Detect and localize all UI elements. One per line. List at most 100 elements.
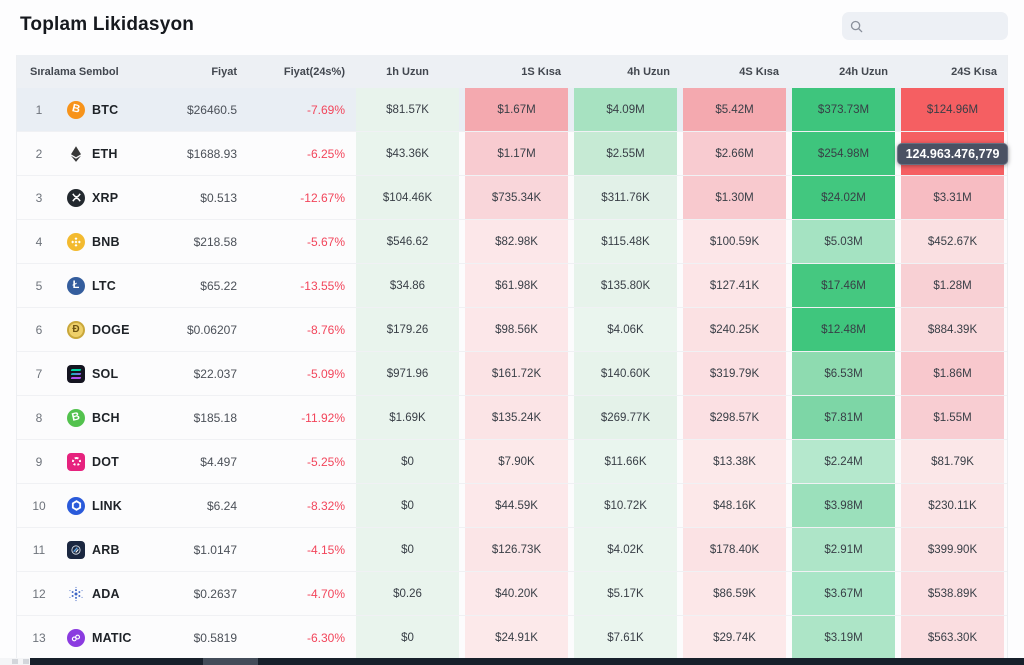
liquidation-value[interactable]: $17.46M <box>792 264 895 307</box>
liquidation-value[interactable]: $452.67K <box>901 220 1004 263</box>
liquidation-value[interactable]: $373.73M <box>792 88 895 131</box>
liquidation-value[interactable]: $48.16K <box>683 484 786 527</box>
header-col-2[interactable]: 1S Kısa <box>521 65 561 78</box>
liquidation-value[interactable]: $0.26 <box>356 572 459 615</box>
liquidation-value[interactable]: $115.48K <box>574 220 677 263</box>
liquidation-value[interactable]: $1.55M <box>901 396 1004 439</box>
liquidation-value[interactable]: $43.36K <box>356 132 459 175</box>
liquidation-value[interactable]: $1.69K <box>356 396 459 439</box>
liquidation-value[interactable]: $126.73K <box>465 528 568 571</box>
liquidation-value[interactable]: $135.80K <box>574 264 677 307</box>
liquidation-value[interactable]: $100.59K <box>683 220 786 263</box>
liquidation-value[interactable]: $298.57K <box>683 396 786 439</box>
table-row[interactable]: 10 LINK $6.24 -8.32% $0 $44.59K $10.72K $48.16K… <box>17 484 1007 528</box>
liquidation-value[interactable]: $4.06K <box>574 308 677 351</box>
liquidation-value[interactable]: $135.24K <box>465 396 568 439</box>
header-col-3[interactable]: 4h Uzun <box>627 65 670 78</box>
liquidation-value[interactable]: $127.41K <box>683 264 786 307</box>
liquidation-value[interactable]: $4.09M <box>574 88 677 131</box>
liquidation-value[interactable]: $4.02K <box>574 528 677 571</box>
scrollbar-track[interactable] <box>30 658 1024 665</box>
liquidation-value[interactable]: 124.963.476,779 <box>896 132 1009 175</box>
liquidation-value[interactable]: $5.03M <box>792 220 895 263</box>
liquidation-value[interactable]: $254.98M <box>792 132 895 175</box>
liquidation-value[interactable]: $7.90K <box>465 440 568 483</box>
table-row[interactable]: 7 SOL $22.037 -5.09% $971.96 $161.72K $140.60K… <box>17 352 1007 396</box>
liquidation-value[interactable]: $44.59K <box>465 484 568 527</box>
liquidation-value[interactable]: $3.67M <box>792 572 895 615</box>
header-col-1[interactable]: 1h Uzun <box>386 65 429 78</box>
liquidation-value[interactable]: $1.30M <box>683 176 786 219</box>
liquidation-value[interactable]: $735.34K <box>465 176 568 219</box>
table-row[interactable]: 3 XRP $0.513 -12.67% $104.46K $735.34K $311.76… <box>17 176 1007 220</box>
liquidation-value[interactable]: $5.42M <box>683 88 786 131</box>
header-price[interactable]: Fiyat <box>211 65 237 78</box>
search-box[interactable] <box>842 12 1008 40</box>
liquidation-value[interactable]: $81.57K <box>356 88 459 131</box>
liquidation-value[interactable]: $1.28M <box>901 264 1004 307</box>
liquidation-value[interactable]: $269.77K <box>574 396 677 439</box>
liquidation-value[interactable]: $2.55M <box>574 132 677 175</box>
liquidation-value[interactable]: $538.89K <box>901 572 1004 615</box>
table-row[interactable]: 5 Ł LTC $65.22 -13.55% $34.86 $61.98K $135.80K $… <box>17 264 1007 308</box>
liquidation-value[interactable]: $1.86M <box>901 352 1004 395</box>
liquidation-value[interactable]: $11.66K <box>574 440 677 483</box>
liquidation-value[interactable]: $161.72K <box>465 352 568 395</box>
liquidation-value[interactable]: $399.90K <box>901 528 1004 571</box>
liquidation-value[interactable]: $1.17M <box>465 132 568 175</box>
header-rank-symbol[interactable]: Sıralama Sembol <box>30 65 119 78</box>
liquidation-value[interactable]: $0 <box>356 440 459 483</box>
liquidation-value[interactable]: $6.53M <box>792 352 895 395</box>
liquidation-value[interactable]: $81.79K <box>901 440 1004 483</box>
liquidation-value[interactable]: $29.74K <box>683 616 786 659</box>
table-row[interactable]: 12 ADA $0.2637 -4.70% $0.26 $40.20K $5.17K $86.… <box>17 572 1007 616</box>
liquidation-value[interactable]: $0 <box>356 484 459 527</box>
liquidation-value[interactable]: $3.31M <box>901 176 1004 219</box>
liquidation-value[interactable]: $104.46K <box>356 176 459 219</box>
table-row[interactable]: 8 B BCH $185.18 -11.92% $1.69K $135.24K $269.77… <box>17 396 1007 440</box>
liquidation-value[interactable]: $24.91K <box>465 616 568 659</box>
table-row[interactable]: 2 ETH $1688.93 -6.25% $43.36K $1.17M $2.55M $2.… <box>17 132 1009 176</box>
liquidation-value[interactable]: $7.81M <box>792 396 895 439</box>
liquidation-value[interactable]: $319.79K <box>683 352 786 395</box>
liquidation-value[interactable]: $5.17K <box>574 572 677 615</box>
liquidation-value[interactable]: $82.98K <box>465 220 568 263</box>
liquidation-value[interactable]: $124.96M <box>901 88 1004 131</box>
liquidation-value[interactable]: $40.20K <box>465 572 568 615</box>
table-row[interactable]: 9 DOT $4.497 -5.25% $0 $7.90K $11.66K $13.38K $2… <box>17 440 1007 484</box>
header-col-5[interactable]: 24h Uzun <box>839 65 888 78</box>
table-row[interactable]: 11 ARB $1.0147 -4.15% $0 $126.73K $4.02K $178.4… <box>17 528 1007 572</box>
liquidation-value[interactable]: $3.98M <box>792 484 895 527</box>
liquidation-value[interactable]: $546.62 <box>356 220 459 263</box>
search-input[interactable] <box>869 19 1000 33</box>
liquidation-value[interactable]: $0 <box>356 528 459 571</box>
liquidation-value[interactable]: $13.38K <box>683 440 786 483</box>
liquidation-value[interactable]: $24.02M <box>792 176 895 219</box>
liquidation-value[interactable]: $1.67M <box>465 88 568 131</box>
liquidation-value[interactable]: $7.61K <box>574 616 677 659</box>
header-col-6[interactable]: 24S Kısa <box>951 65 997 78</box>
header-price-change[interactable]: Fiyat(24s%) <box>283 65 345 78</box>
liquidation-value[interactable]: $240.25K <box>683 308 786 351</box>
liquidation-value[interactable]: $563.30K <box>901 616 1004 659</box>
liquidation-value[interactable]: $86.59K <box>683 572 786 615</box>
liquidation-value[interactable]: $884.39K <box>901 308 1004 351</box>
liquidation-value[interactable]: $34.86 <box>356 264 459 307</box>
table-row[interactable]: 13 MATIC $0.5819 -6.30% $0 $24.91K $7.61K $29.7… <box>17 616 1007 660</box>
liquidation-value[interactable]: $2.24M <box>792 440 895 483</box>
header-col-4[interactable]: 4S Kısa <box>739 65 779 78</box>
scrollbar-thumb[interactable] <box>203 658 258 665</box>
liquidation-value[interactable]: $179.26 <box>356 308 459 351</box>
liquidation-value[interactable]: $178.40K <box>683 528 786 571</box>
liquidation-value[interactable]: $140.60K <box>574 352 677 395</box>
liquidation-value[interactable]: $971.96 <box>356 352 459 395</box>
table-row[interactable]: 6 Ð DOGE $0.06207 -8.76% $179.26 $98.56K $4.06K… <box>17 308 1007 352</box>
liquidation-value[interactable]: $10.72K <box>574 484 677 527</box>
table-row[interactable]: 4 BNB $218.58 -5.67% $546.62 $82.98K $115.48K $… <box>17 220 1007 264</box>
liquidation-value[interactable]: $230.11K <box>901 484 1004 527</box>
liquidation-value[interactable]: $2.91M <box>792 528 895 571</box>
liquidation-value[interactable]: $98.56K <box>465 308 568 351</box>
liquidation-value[interactable]: $3.19M <box>792 616 895 659</box>
table-row[interactable]: 1 B BTC $26460.5 -7.69% $81.57K $1.67M $4.09M $5… <box>17 88 1007 132</box>
liquidation-value[interactable]: $61.98K <box>465 264 568 307</box>
